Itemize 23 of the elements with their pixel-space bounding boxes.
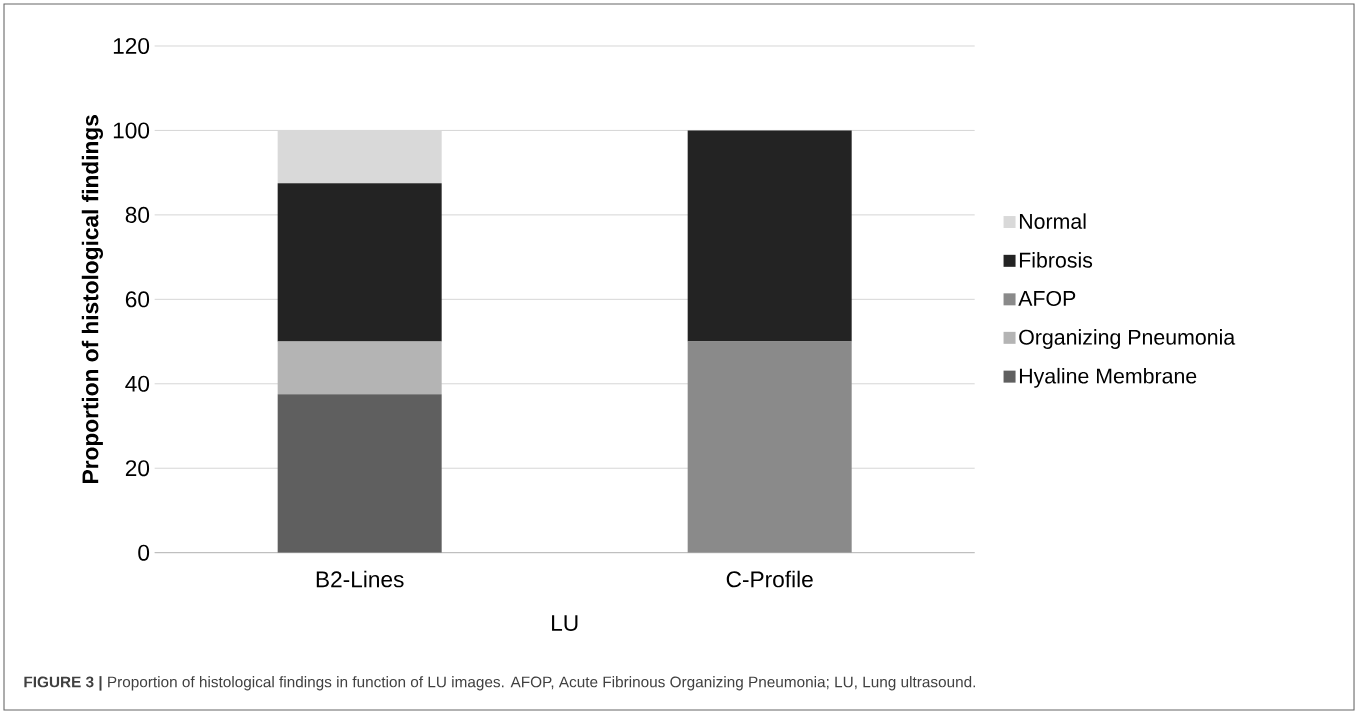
- bar: [277, 394, 442, 553]
- y-tick-label: 100: [113, 122, 150, 139]
- legend-label: Organizing Pneumonia: [1019, 329, 1236, 349]
- y-tick-label: 20: [125, 460, 150, 477]
- y-tick-label: 40: [125, 375, 150, 392]
- y-tick-label: 0: [138, 544, 150, 561]
- x-axis-title: LU: [552, 615, 578, 631]
- bar: [277, 341, 442, 395]
- y-tick-label: 80: [125, 206, 150, 223]
- legend-label: Hyaline Membrane: [1019, 367, 1197, 388]
- legend-label: Normal: [1019, 213, 1086, 229]
- y-axis-title: Proportion of histological findings: [81, 115, 103, 483]
- legend-label: AFOP: [1018, 290, 1076, 306]
- y-tick-label: 60: [125, 291, 150, 308]
- y-tick-label: 120: [113, 37, 150, 55]
- bar: [687, 341, 852, 553]
- bar: [277, 130, 442, 184]
- x-tick-label: C-Profile: [726, 570, 813, 588]
- text: FIGURE 3 | Proportion of histological findings in function of LU images. AFOP, Acute Fibrinous Organizing Pneumonia; LU, Lung ultrasound.: [24, 676, 976, 691]
- x-tick-label: B2-Lines: [316, 570, 404, 588]
- legend-label: Fibrosis: [1019, 252, 1093, 268]
- bar: [277, 183, 442, 342]
- bar: [687, 130, 852, 342]
